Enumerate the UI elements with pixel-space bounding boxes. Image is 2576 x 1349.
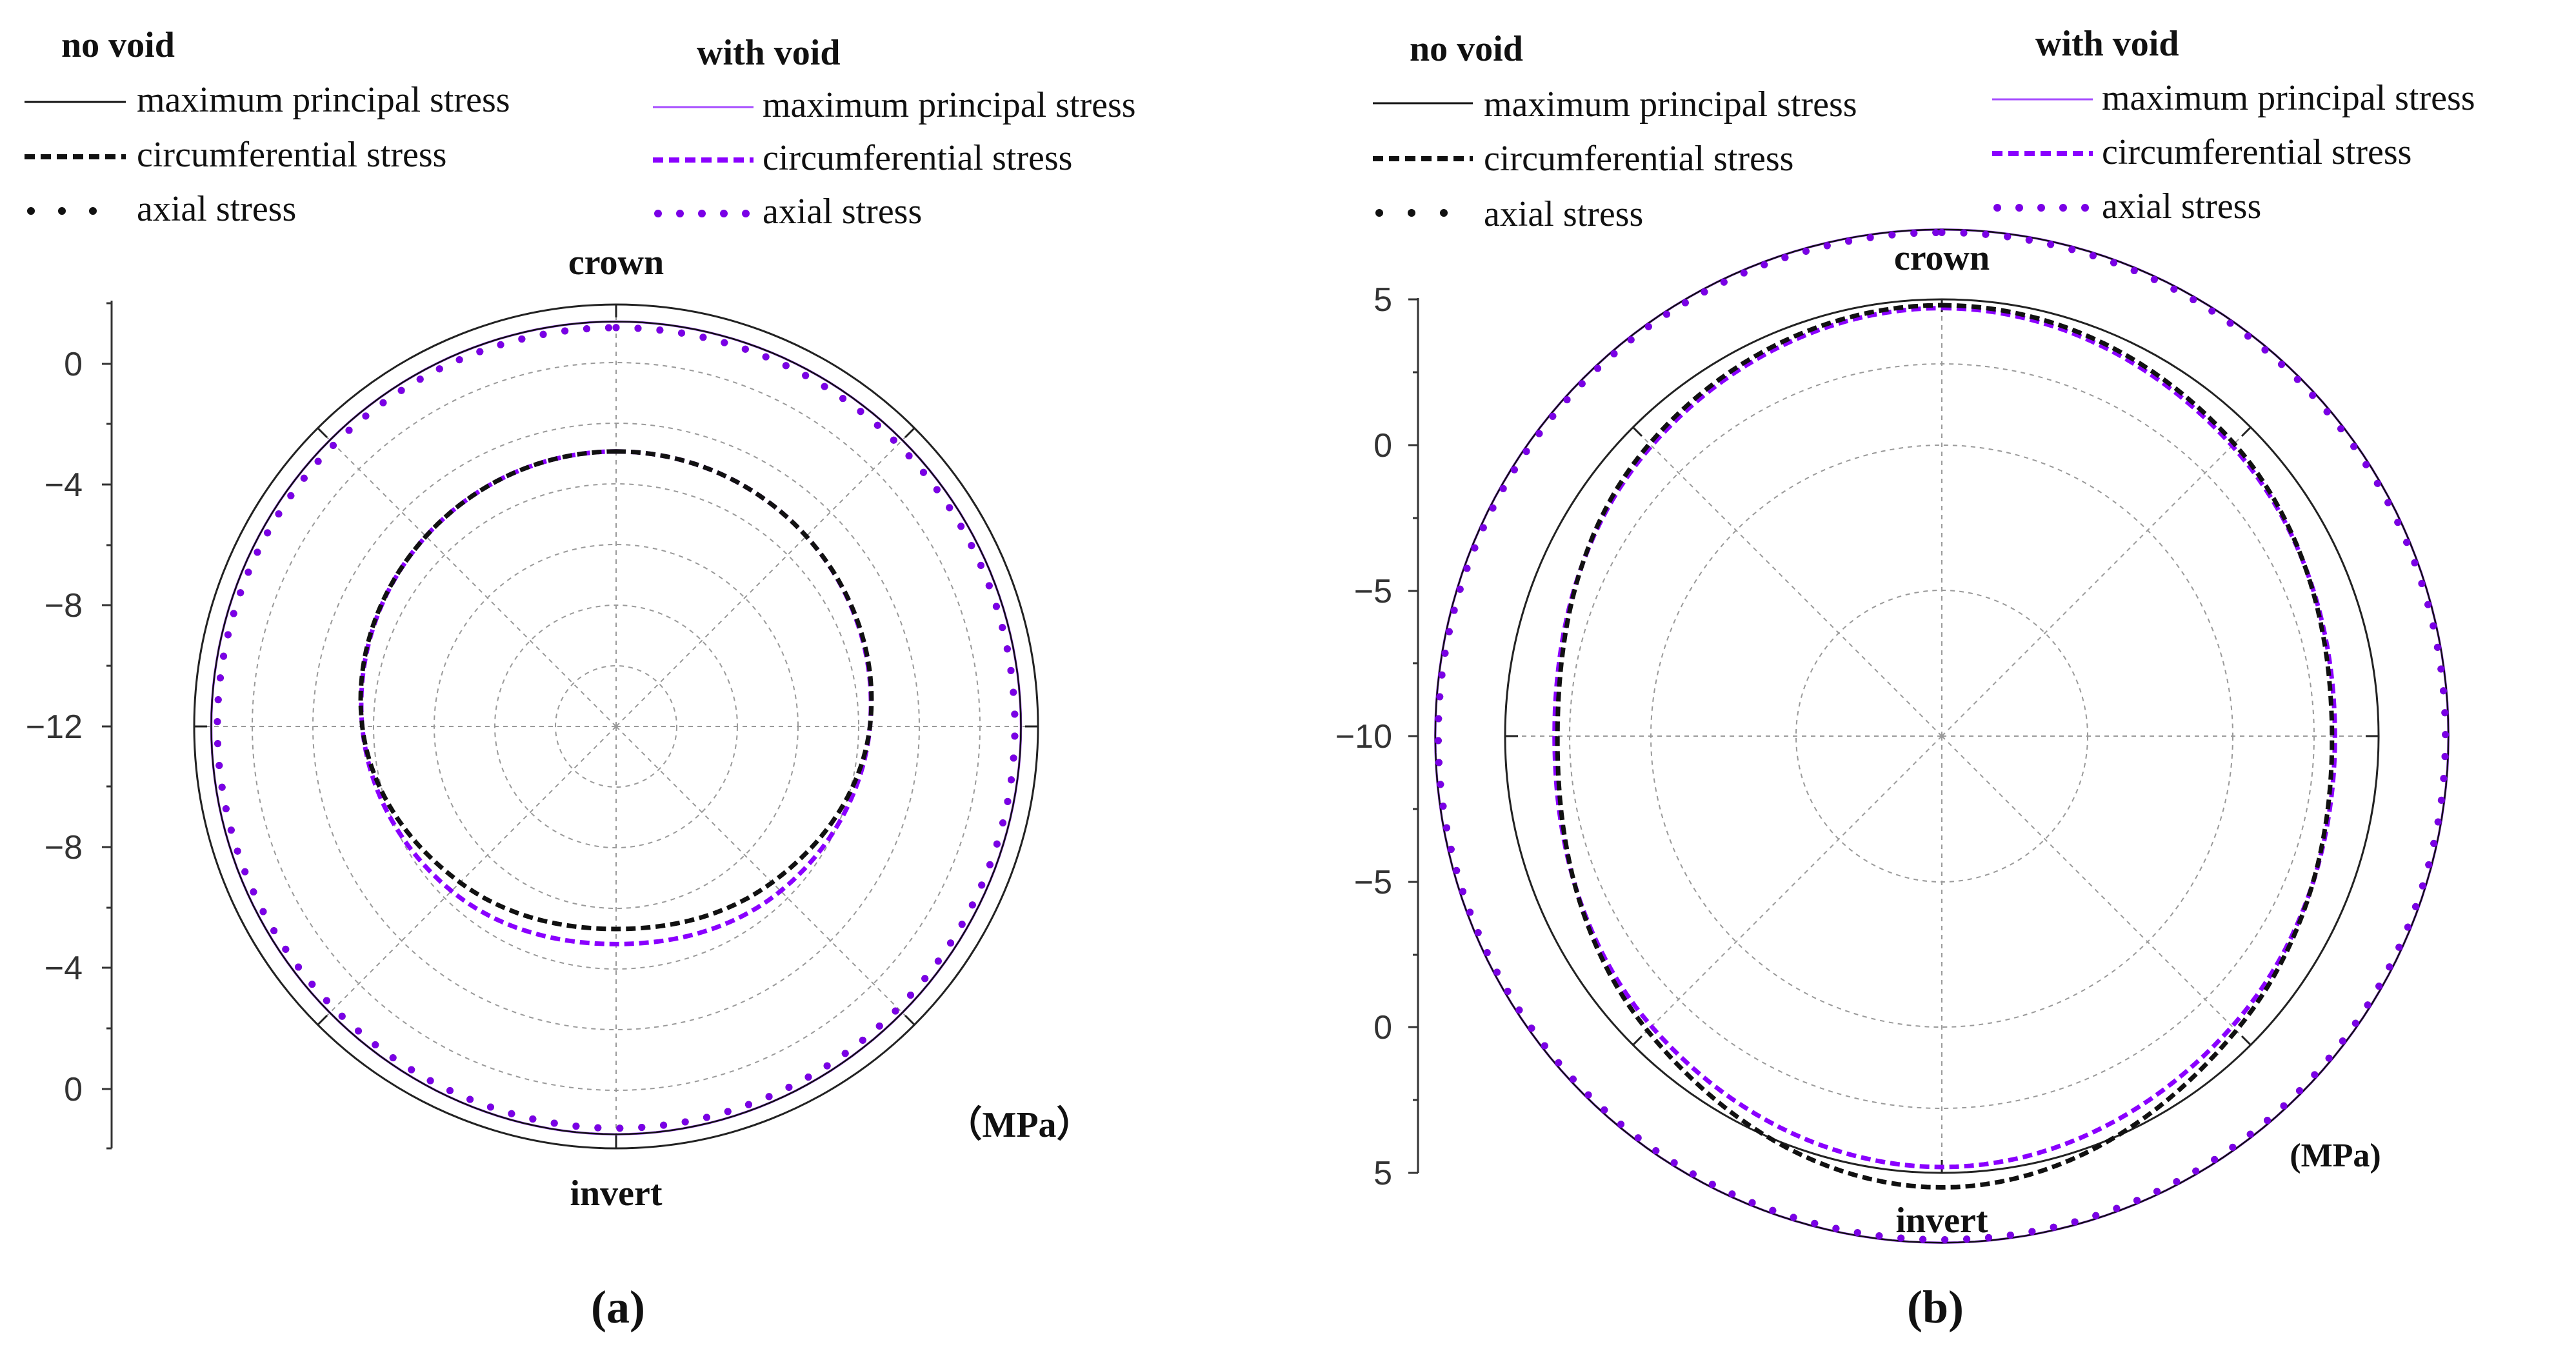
axis-a-tick-label: −4 [45, 950, 83, 987]
legend-a-label-wv-circ: circumferential stress [763, 138, 1072, 178]
legend-b-label-nv-circ: circumferential stress [1484, 139, 1793, 179]
label-a-unit: （MPa） [946, 1104, 1092, 1145]
panel-a: no void maximum principal stress circumf… [25, 25, 1136, 1333]
legend-b-label-wv-maxprin: maximum principal stress [2102, 78, 2475, 118]
series-a-no-void-circumferential [358, 449, 874, 932]
caption-a: (a) [591, 1281, 645, 1333]
axis-a-tick-label: 0 [64, 1071, 83, 1108]
axis-b-tick-label: 5 [1373, 281, 1392, 319]
polar-b-outer-tick [1632, 426, 1643, 437]
legend-b-group-2-title: with void [2035, 24, 2179, 64]
legend-a: no void maximum principal stress circumf… [25, 25, 1136, 232]
polar-a-grid-spoke [326, 437, 617, 727]
axis-b-tick-label: −10 [1335, 718, 1392, 755]
polar-b-outer-tick [1632, 1035, 1643, 1046]
legend-a-label-wv-maxprin: maximum principal stress [763, 85, 1136, 125]
legend-a-label-nv-axial: axial stress [137, 189, 296, 229]
axis-a-tick-label: −8 [45, 587, 83, 625]
series-a [210, 320, 1023, 1135]
legend-a-label-wv-axial: axial stress [763, 192, 922, 232]
legend-b-label-wv-circ: circumferential stress [2102, 132, 2411, 172]
series-a-with-void-axial [214, 324, 1019, 1132]
legend-a-label-nv-maxprin: maximum principal stress [137, 80, 510, 120]
polar-b-outer-tick [2241, 1035, 2252, 1046]
polar-a-outer-tick [904, 1014, 915, 1026]
legend-a-group-2-title: with void [697, 33, 841, 73]
axis-b-tick-label: −5 [1354, 573, 1392, 610]
legend-a-group-1-title: no void [61, 25, 175, 65]
legend-b-label-nv-maxprin: maximum principal stress [1484, 85, 1857, 125]
legend-b-label-nv-axial: axial stress [1484, 194, 1643, 234]
axis-b-ticks [1408, 298, 1418, 1174]
axis-a-tick-label: −12 [26, 708, 83, 746]
axis-b-tick-label: 5 [1373, 1155, 1392, 1192]
label-a-crown: crown [568, 243, 664, 283]
legend-b-label-wv-axial: axial stress [2102, 186, 2261, 226]
polar-b-grid-spoke [1941, 426, 2252, 737]
axis-a-tick-labels: 0 −4 −8 −12 −8 −4 0 [26, 346, 83, 1108]
legend-b-group-1-title: no void [1410, 29, 1523, 69]
axis-a-tick-label: −4 [45, 466, 83, 504]
polar-a-grid-spoke [615, 437, 906, 727]
polar-a-outer-tick [904, 427, 915, 439]
legend-b: no void maximum principal stress circumf… [1373, 24, 2475, 234]
axis-b-tick-label: 0 [1373, 427, 1392, 465]
polar-a-grid-ring [312, 423, 920, 1030]
polar-a-outer-tick [317, 427, 328, 439]
label-b-invert: invert [1895, 1201, 1988, 1241]
polar-b-grid-spoke [1632, 735, 1942, 1046]
label-b-unit: (MPa) [2290, 1137, 2381, 1174]
axis-b-tick-label: −5 [1354, 864, 1392, 901]
axis-b-tick-labels: 5 0 −5 −10 −5 0 5 [1335, 281, 1392, 1192]
series-b [1434, 228, 2450, 1244]
polar-b-grid-spoke [1632, 426, 1942, 737]
polar-a-grid-ring [373, 483, 859, 970]
panel-b: no void maximum principal stress circumf… [1335, 24, 2475, 1333]
polar-a-outer-tick [317, 1014, 328, 1026]
polar-b-grid-spoke [1941, 735, 2252, 1046]
series-b-with-void-circumferential [1552, 305, 2337, 1170]
legend-a-label-nv-circ: circumferential stress [137, 135, 446, 175]
label-b-crown: crown [1894, 238, 1990, 278]
caption-b: (b) [1907, 1281, 1964, 1333]
polar-a-grid [194, 305, 1038, 1148]
label-a-invert: invert [570, 1174, 662, 1214]
polar-a-grid-ring [555, 665, 677, 788]
polar-b-outer-tick [2241, 426, 2252, 437]
series-a-no-void-max-principal [210, 321, 1022, 1135]
polar-b-grid [1505, 299, 2379, 1173]
polar-a-outer-ticks [194, 305, 1038, 1148]
series-b-with-void-axial [1434, 228, 2450, 1244]
series-b-no-void-circumferential [1555, 303, 2335, 1190]
axis-a-tick-label: 0 [64, 346, 83, 383]
axis-a-ticks [102, 302, 112, 1150]
axis-a-tick-label: −8 [45, 829, 83, 866]
axis-b-tick-label: 0 [1373, 1009, 1392, 1046]
